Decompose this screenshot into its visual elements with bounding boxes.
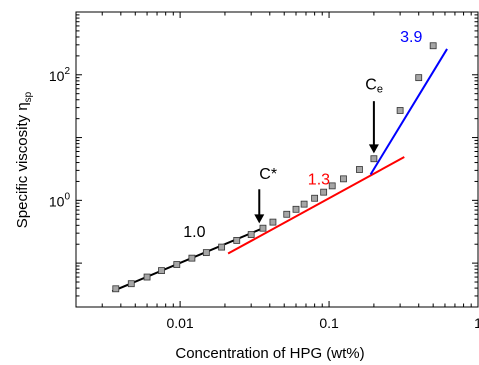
arrow-head xyxy=(254,214,265,224)
y-axis-label: Specific viscosity ηsp xyxy=(14,91,34,228)
data-point xyxy=(202,249,210,257)
data-point xyxy=(283,210,291,218)
axis-ticks: 0.01 0.1 1 100 102 xyxy=(49,11,479,331)
data-point xyxy=(396,107,404,114)
x-tick-label: 1 xyxy=(474,315,479,331)
annotation-label: Ce xyxy=(365,77,383,96)
fit-lines xyxy=(111,48,448,293)
annotation-label: 3.9 xyxy=(400,29,422,46)
y-axis-label-main: Specific viscosity η xyxy=(14,102,31,228)
data-point xyxy=(320,188,328,196)
data-point xyxy=(300,200,308,208)
data-point xyxy=(259,224,267,232)
data-point xyxy=(188,254,196,262)
data-point xyxy=(356,166,363,173)
y-axis-label-sub: sp xyxy=(23,91,34,102)
data-point xyxy=(173,261,181,268)
data-point xyxy=(247,231,255,238)
fit-line-slope-1.3 xyxy=(227,156,405,255)
y-tick-label: 102 xyxy=(49,66,71,84)
x-axis-label: Concentration of HPG (wt%) xyxy=(175,345,364,362)
data-points xyxy=(112,42,437,293)
annotation-label: 1.3 xyxy=(308,171,330,188)
fit-line-slope-3.9 xyxy=(369,48,448,176)
data-point xyxy=(340,175,347,183)
plot-frame xyxy=(75,11,479,308)
data-point xyxy=(218,243,226,251)
y-tick-label: 100 xyxy=(49,191,71,209)
data-point xyxy=(127,280,135,288)
data-point xyxy=(328,182,336,190)
data-point xyxy=(143,273,151,281)
x-tick-label: 0.1 xyxy=(319,315,339,331)
annotation-label: C* xyxy=(259,166,277,183)
data-point xyxy=(415,74,423,82)
data-point xyxy=(370,155,378,163)
annotation-label: 1.0 xyxy=(183,224,205,241)
annotations: 1.0 1.3 3.9 C* Ce xyxy=(183,29,422,241)
arrow-head xyxy=(368,144,379,154)
data-point xyxy=(158,267,165,275)
data-point xyxy=(292,205,300,213)
data-point xyxy=(269,218,277,226)
data-point xyxy=(429,42,437,50)
data-point xyxy=(233,237,241,244)
data-point xyxy=(311,194,319,202)
x-tick-label: 0.01 xyxy=(166,315,193,331)
data-point xyxy=(112,285,120,293)
